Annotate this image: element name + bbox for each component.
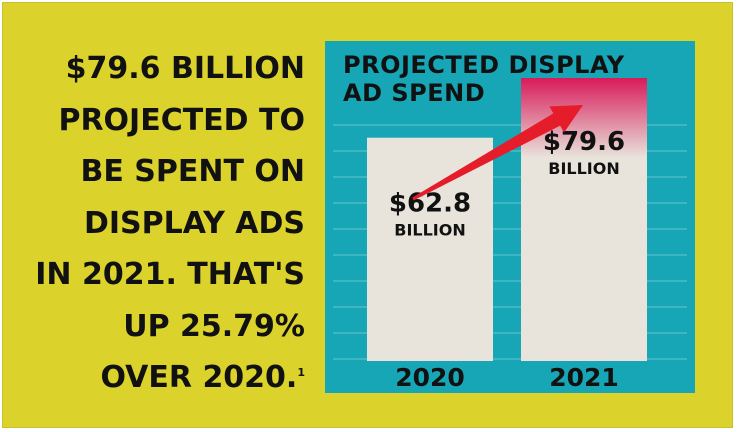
x-tick-label-2020: 2020 [395, 363, 465, 392]
chart-panel: $62.8 BILLION 2020 $79.6 BILLION 2021 PROJECT… [325, 41, 695, 393]
headline-line-7-text: OVER 2020. [100, 360, 298, 395]
value-unit-2021: BILLION [548, 159, 619, 178]
headline-line-6: UP 25.79% [123, 308, 305, 344]
value-label-2021: $79.6 [543, 127, 625, 157]
infographic-background: $79.6 BILLION PROJECTED TO BE SPENT ON D… [2, 2, 733, 428]
footnote-marker: 1 [297, 366, 305, 379]
trend-arrow-icon [412, 104, 584, 201]
headline-line-7: OVER 2020.1 [13, 352, 305, 404]
headline-line-4: DISPLAY ADS [83, 205, 305, 241]
headline-line-2: PROJECTED TO [58, 102, 305, 138]
bar-chart: $62.8 BILLION 2020 $79.6 BILLION 2021 [333, 77, 687, 392]
value-label-2020: $62.8 [389, 189, 471, 219]
chart-title-line-1: PROJECTED DISPLAY [343, 51, 625, 79]
headline-line-3: BE SPENT ON [80, 154, 305, 189]
growth-highlight [521, 77, 647, 158]
headline-statement: $79.6 BILLION PROJECTED TO BE SPENT ON D… [13, 43, 305, 404]
chart-title: PROJECTED DISPLAY AD SPEND [343, 51, 693, 107]
chart-title-line-2: AD SPEND [343, 79, 486, 107]
headline-line-5: IN 2021. THAT'S [35, 257, 305, 292]
trend-arrow-shape [412, 104, 584, 201]
headline-line-1: $79.6 BILLION [65, 51, 305, 86]
value-unit-2020: BILLION [394, 221, 465, 240]
x-tick-label-2021: 2021 [549, 363, 619, 392]
bar-2020 [367, 137, 493, 361]
